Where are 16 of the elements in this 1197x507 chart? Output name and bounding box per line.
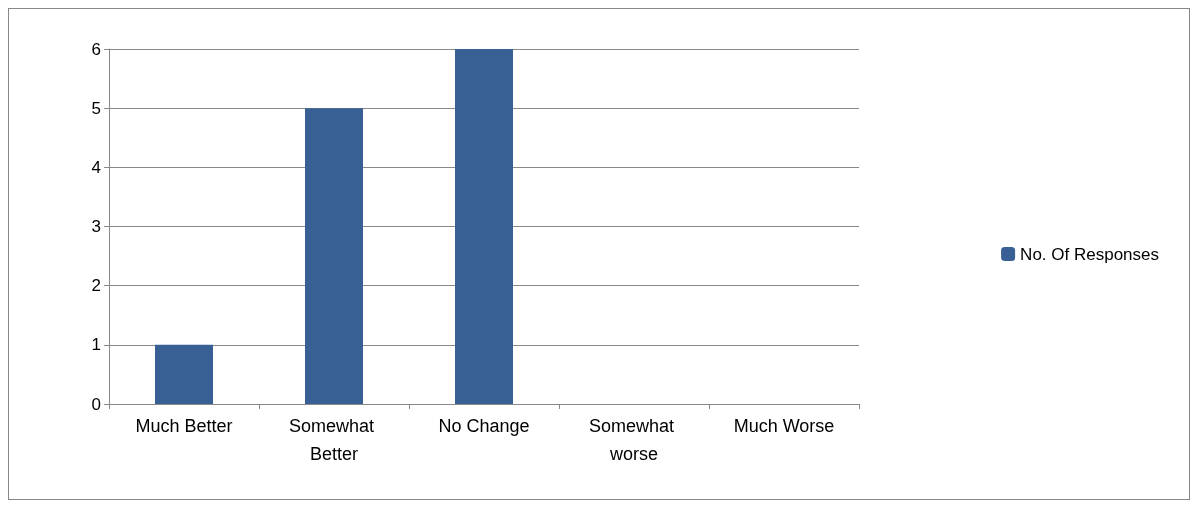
x-tick-label: Much Better	[135, 416, 233, 436]
y-tick-label: 5	[91, 98, 101, 118]
y-tick-label: 6	[91, 39, 101, 59]
bar	[455, 49, 513, 404]
bar	[155, 344, 213, 404]
y-tick-label: 0	[91, 394, 101, 414]
x-tick-label: Somewhat worse	[588, 416, 680, 464]
y-tick-label: 3	[91, 217, 101, 236]
x-tick-label: Somewhat Better	[288, 416, 380, 464]
x-tick-label: Much Worse	[733, 416, 835, 436]
legend-label: No. Of Responses	[1020, 244, 1160, 264]
x-tick-label: No Change	[438, 416, 530, 436]
y-tick-label: 1	[91, 335, 101, 355]
bar	[305, 108, 363, 404]
y-tick-label: 4	[91, 157, 101, 177]
y-tick-label: 2	[91, 276, 101, 296]
